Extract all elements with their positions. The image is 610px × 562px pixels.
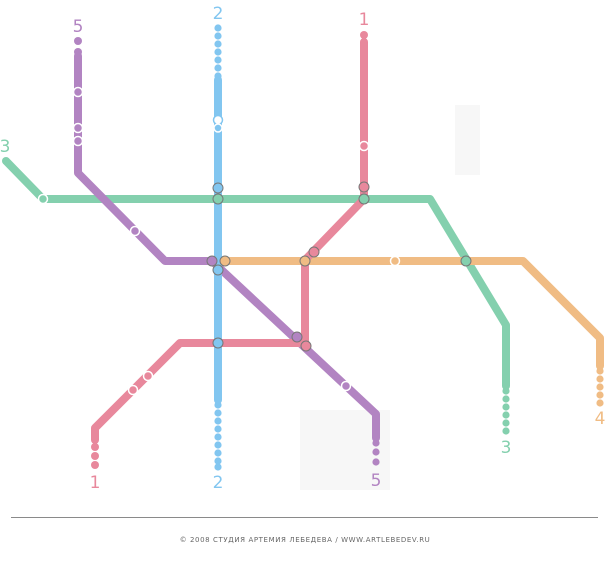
line-3 <box>2 157 510 435</box>
line-2-dots <box>214 24 222 471</box>
line-5 <box>74 37 380 466</box>
transfer-station <box>460 255 472 267</box>
station <box>213 123 223 133</box>
line-1-track-upper <box>301 38 368 347</box>
line-3-track <box>3 158 510 390</box>
station <box>72 135 84 147</box>
transfer-station <box>300 340 312 352</box>
transfer-station <box>206 255 218 267</box>
transfer-station <box>358 193 370 205</box>
line-4-dots <box>596 367 604 407</box>
line-5-dots <box>74 37 380 466</box>
footer-divider <box>11 517 598 518</box>
station <box>37 193 49 205</box>
line-labels: 5 2 1 3 1 2 5 3 4 <box>0 4 605 493</box>
transfer-station <box>212 193 224 205</box>
line-4-label-bottom: 4 <box>595 409 606 429</box>
station <box>72 122 84 134</box>
line-2 <box>214 24 222 471</box>
line-1-dots <box>91 31 368 469</box>
transfer-station <box>291 331 303 343</box>
line-5-label-bottom: 5 <box>371 471 382 491</box>
line-1 <box>91 31 368 469</box>
transfer-station <box>299 255 311 267</box>
station <box>127 384 139 396</box>
line-1-track-lower <box>91 339 309 444</box>
transfer-station <box>219 255 231 267</box>
line-4-track <box>214 257 604 370</box>
transfer-stations <box>206 181 472 352</box>
transfer-station <box>212 264 224 276</box>
transfer-station <box>212 182 224 194</box>
transfer-station <box>308 246 320 258</box>
line-5-label-top: 5 <box>73 17 84 37</box>
line-2-label-bottom: 2 <box>213 473 224 493</box>
station <box>72 86 84 98</box>
station <box>142 370 154 382</box>
station <box>212 114 224 126</box>
line-1-label-top: 1 <box>359 10 370 30</box>
transfer-station <box>212 337 224 349</box>
line-5-track <box>74 52 380 442</box>
transfer-station <box>358 181 370 193</box>
line-3-label-bottom: 3 <box>501 438 512 458</box>
station <box>389 255 401 267</box>
station <box>129 225 141 237</box>
line-4 <box>214 257 604 407</box>
station <box>340 380 352 392</box>
background-blocks <box>300 105 480 490</box>
line-2-label-top: 2 <box>213 4 224 24</box>
line-1-label-bottom: 1 <box>90 473 101 493</box>
footer-copyright: © 2008 СТУДИЯ АРТЕМИЯ ЛЕБЕДЕВА / WWW.ART… <box>179 536 431 544</box>
line-3-dots <box>2 157 510 435</box>
station <box>358 140 370 152</box>
line-3-label-left: 3 <box>0 137 10 157</box>
stations <box>37 86 401 396</box>
